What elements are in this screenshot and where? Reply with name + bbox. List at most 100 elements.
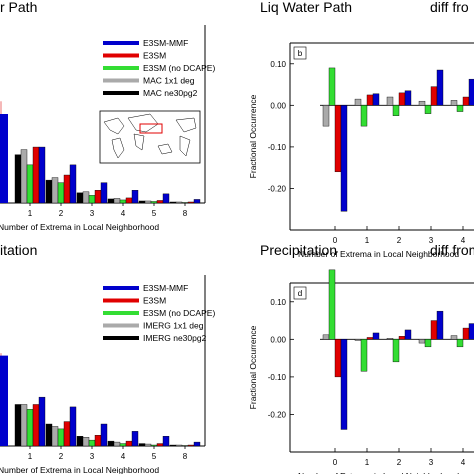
x-axis-label: Number of Extrema in Local Neighborhood bbox=[0, 465, 159, 474]
bar-blue-4 bbox=[468, 323, 474, 340]
bar-black-3 bbox=[76, 436, 84, 447]
bar-blue-1 bbox=[372, 93, 380, 106]
bar-gray-2 bbox=[386, 338, 394, 340]
bar-gray-2 bbox=[386, 96, 394, 106]
inset-map-coastline bbox=[175, 117, 197, 133]
panel-title: Liq Water Path bbox=[260, 0, 352, 15]
y-tick-label: 0.10 bbox=[270, 60, 286, 69]
bar-green-5 bbox=[150, 201, 158, 204]
bar-blue-2 bbox=[404, 90, 412, 106]
inset-map-coastline bbox=[103, 117, 125, 135]
bar-red-8 bbox=[187, 201, 195, 204]
bar-blue-4 bbox=[131, 190, 139, 204]
bar-gray-1 bbox=[354, 339, 362, 341]
bar-red-2 bbox=[398, 92, 406, 106]
bar-red-5 bbox=[156, 443, 164, 447]
bar-red-4 bbox=[462, 327, 470, 340]
x-axis-label: Number of Extrema in Local Neighborhood bbox=[298, 471, 459, 474]
x-tick-label: 2 bbox=[59, 452, 64, 461]
bar-blue-5 bbox=[162, 193, 170, 204]
panel-letter: d bbox=[298, 289, 302, 298]
bar-blue-5 bbox=[162, 436, 170, 447]
bar-blue-2 bbox=[69, 164, 77, 204]
bar-green-2 bbox=[392, 105, 400, 116]
inset-map-coastline bbox=[111, 137, 125, 159]
bar-green-8 bbox=[181, 202, 189, 204]
panel-title-right: diff fro bbox=[430, 0, 469, 15]
x-tick-label: 2 bbox=[397, 236, 402, 245]
bar-green-1 bbox=[26, 409, 34, 447]
bar-green-1 bbox=[26, 164, 34, 204]
bar-red-2 bbox=[63, 421, 71, 447]
bar-gray-8 bbox=[175, 444, 183, 447]
bar-green-3 bbox=[88, 195, 96, 204]
bar-green-2 bbox=[57, 428, 65, 447]
x-tick-label: 3 bbox=[90, 209, 95, 218]
bar-blue-3 bbox=[436, 310, 444, 340]
bar-blue-1 bbox=[38, 146, 46, 204]
bar-green-1 bbox=[360, 105, 368, 127]
panel-c: itation 1 2 3 4 5 8 Number of Extrema in Local … bbox=[0, 242, 215, 474]
bar-red-1 bbox=[366, 337, 374, 340]
bar-red-0 bbox=[334, 105, 342, 173]
bar-gray-2 bbox=[51, 426, 59, 447]
bar-red-3 bbox=[94, 435, 102, 447]
legend-label: IMERG 1x1 deg bbox=[143, 321, 204, 331]
x-tick-label: 1 bbox=[28, 452, 33, 461]
bar-blue-4 bbox=[131, 431, 139, 447]
bar-green-4 bbox=[456, 105, 464, 112]
bar-red-0 bbox=[334, 339, 342, 378]
bar-partial-blue bbox=[0, 355, 8, 446]
bar-red-3 bbox=[430, 86, 438, 106]
bar-black-5 bbox=[138, 200, 146, 204]
inset-map-coastline bbox=[133, 133, 145, 151]
bar-green-3 bbox=[424, 339, 432, 348]
panel-title: r Path bbox=[0, 0, 37, 15]
inset-map-frame bbox=[99, 110, 201, 164]
bar-black-2 bbox=[45, 179, 53, 204]
y-tick-label: 0.00 bbox=[270, 101, 286, 110]
bar-green-3 bbox=[88, 439, 96, 447]
y-axis-label: Fractional Occurrence bbox=[248, 325, 258, 409]
legend-label: E3SM-MMF bbox=[143, 283, 188, 293]
bar-blue-0 bbox=[340, 105, 348, 212]
legend-label: IMERG ne30pg2 bbox=[143, 333, 207, 343]
bar-red-4 bbox=[462, 96, 470, 106]
x-tick-label: 0 bbox=[333, 458, 338, 467]
bar-green-2 bbox=[57, 182, 65, 204]
inset-map-coastline bbox=[179, 135, 191, 157]
panel-title-right: diff from bbox=[430, 242, 474, 258]
bar-green-5 bbox=[150, 444, 158, 447]
bar-blue-8 bbox=[193, 441, 201, 447]
x-tick-label: 3 bbox=[90, 452, 95, 461]
legend-label: E3SM bbox=[143, 296, 166, 306]
bar-green-3 bbox=[424, 105, 432, 114]
y-tick-label: -0.10 bbox=[268, 373, 287, 382]
legend-label: MAC 1x1 deg bbox=[143, 76, 195, 86]
bar-gray-0 bbox=[322, 105, 330, 127]
x-tick-label: 1 bbox=[365, 236, 370, 245]
bar-red-3 bbox=[94, 190, 102, 204]
x-axis-label: Number of Extrema in Local Neighborhood bbox=[0, 222, 159, 232]
bar-black-8 bbox=[169, 444, 177, 447]
bar-black-8 bbox=[169, 201, 177, 204]
bar-gray-5 bbox=[144, 443, 152, 447]
x-tick-label: 4 bbox=[121, 209, 126, 218]
bar-gray-4 bbox=[113, 441, 121, 447]
bar-black-2 bbox=[45, 423, 53, 447]
bar-green-0 bbox=[328, 67, 336, 106]
bar-red-2 bbox=[63, 174, 71, 204]
bar-gray-3 bbox=[82, 191, 90, 204]
x-tick-label: 1 bbox=[28, 209, 33, 218]
bar-red-2 bbox=[398, 336, 406, 340]
inset-map-coastline bbox=[157, 143, 173, 155]
bar-blue-0 bbox=[340, 339, 348, 430]
bar-red-1 bbox=[32, 146, 40, 204]
x-tick-label: 4 bbox=[461, 236, 466, 245]
bar-gray-1 bbox=[20, 149, 28, 204]
bar-gray-0 bbox=[322, 334, 330, 340]
y-tick-label: -0.10 bbox=[268, 143, 287, 152]
x-tick-label: 8 bbox=[183, 209, 188, 218]
bar-green-4 bbox=[119, 443, 127, 447]
